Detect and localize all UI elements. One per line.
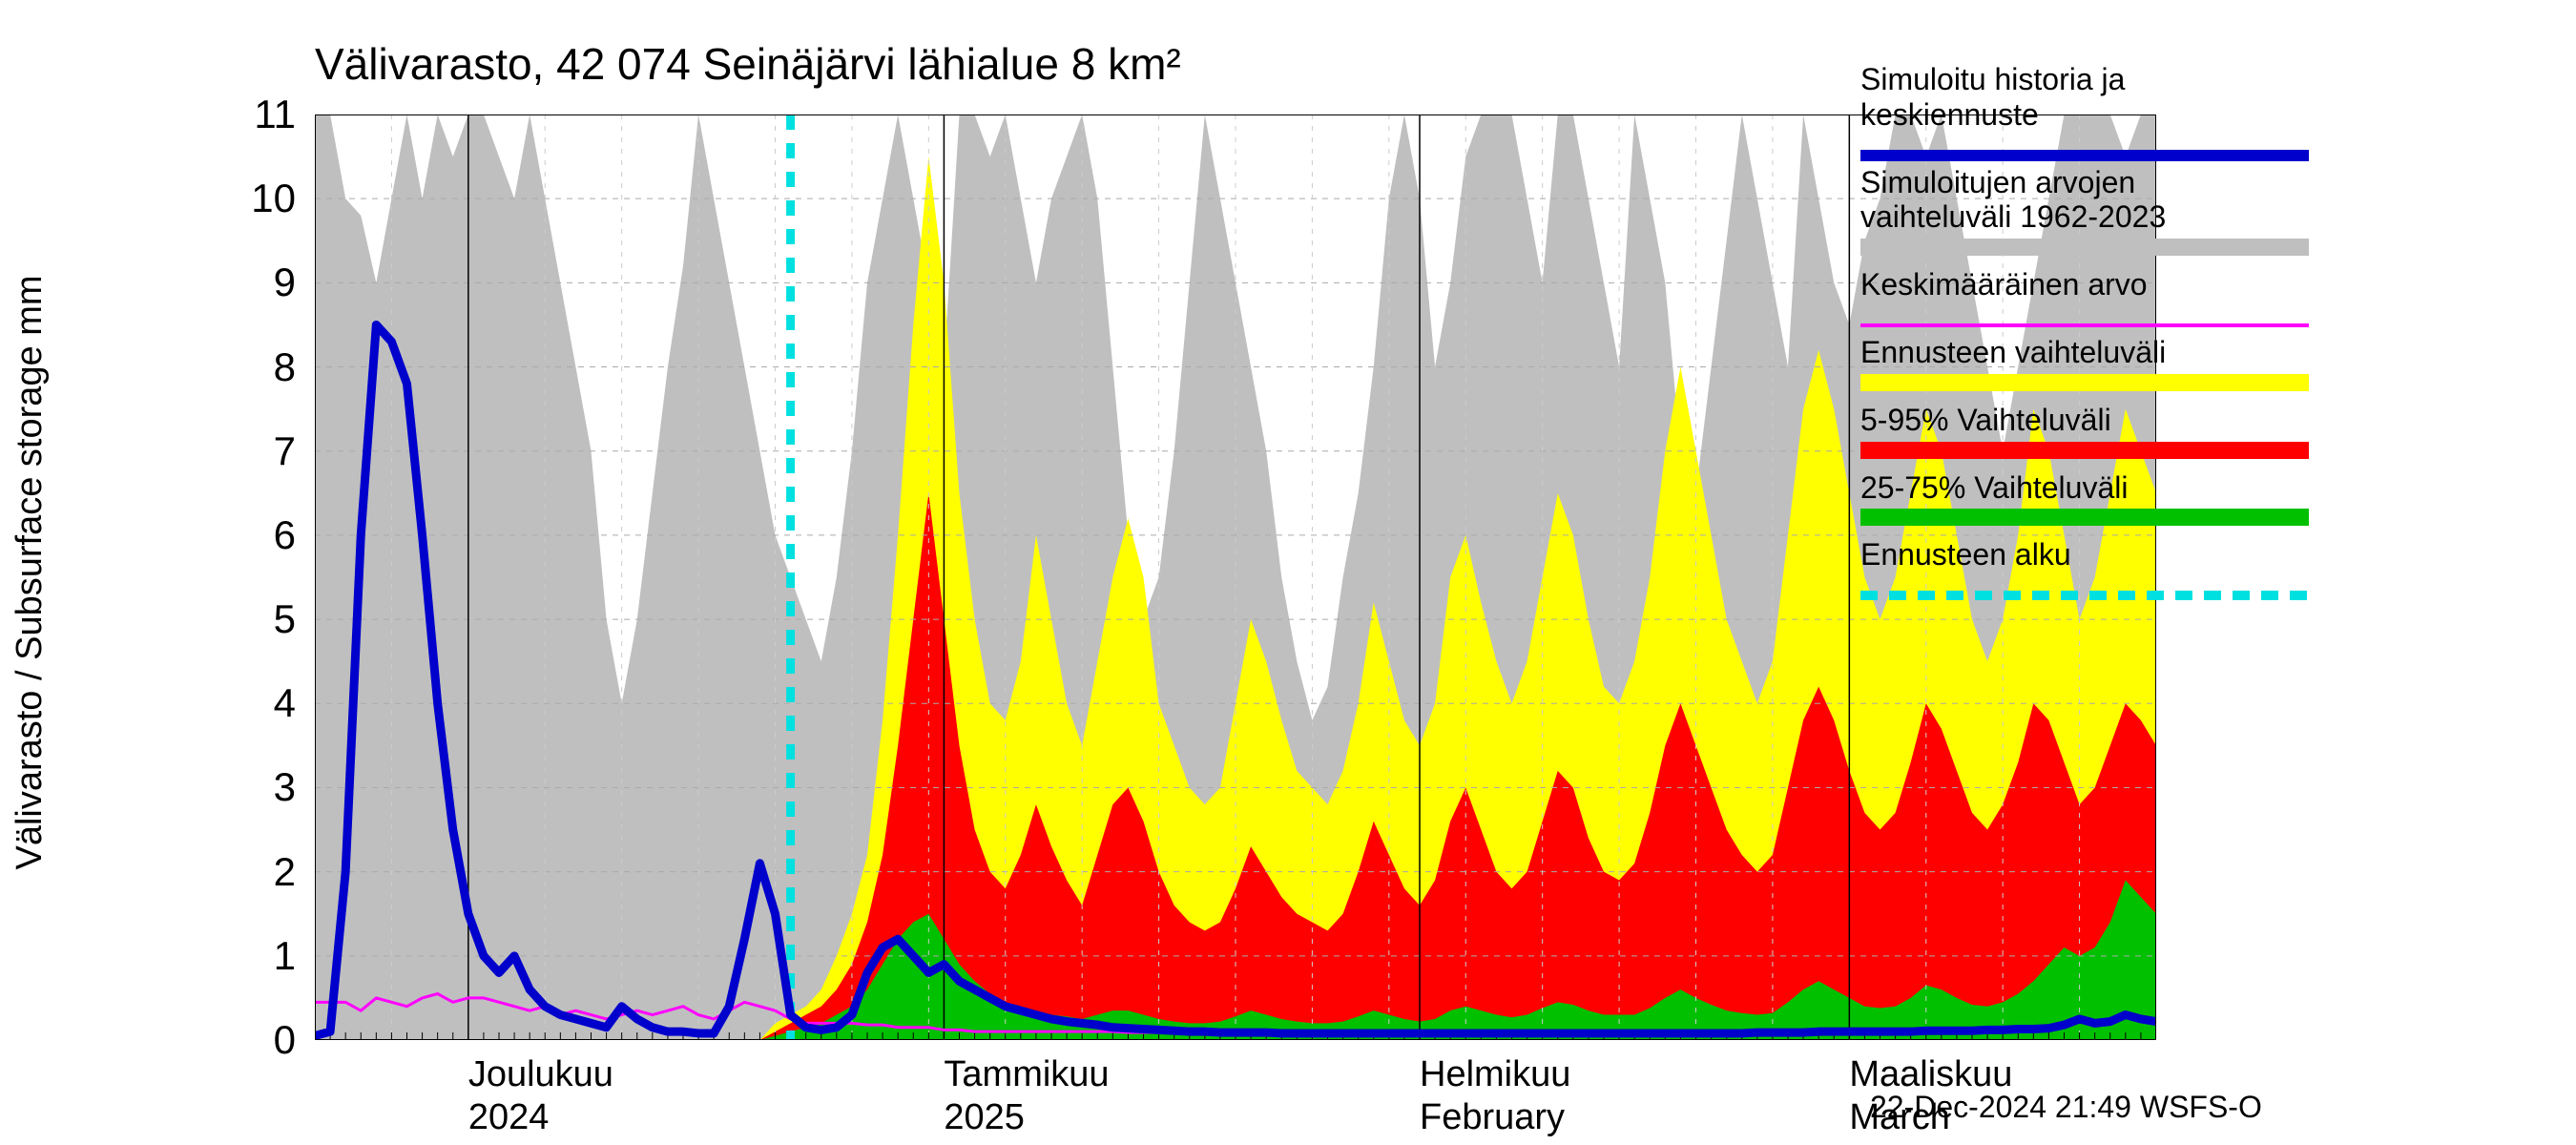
legend-entry: Simuloitu historia jakeskiennuste [1860, 62, 2309, 154]
legend-entry: Ennusteen vaihteluväli [1860, 335, 2309, 391]
y-tick-label: 6 [239, 512, 296, 558]
y-tick-label: 1 [239, 933, 296, 979]
y-tick-label: 4 [239, 680, 296, 726]
legend: Simuloitu historia jakeskiennuste Simuloi… [1860, 62, 2309, 605]
x-tick-sublabel: 2025 [944, 1097, 1025, 1138]
chart-container: Välivarasto / Subsurface storage mm Väli… [0, 0, 2576, 1145]
y-tick-label: 0 [239, 1017, 296, 1063]
legend-entry: 25-75% Vaihteluväli [1860, 470, 2309, 527]
legend-swatch [1860, 576, 2309, 593]
y-tick-label: 3 [239, 764, 296, 810]
x-tick-sublabel: 2024 [468, 1097, 550, 1138]
y-tick-label: 5 [239, 596, 296, 642]
y-tick-label: 11 [239, 92, 296, 137]
footer-timestamp: 22-Dec-2024 21:49 WSFS-O [1870, 1090, 2262, 1125]
y-tick-label: 10 [239, 176, 296, 221]
legend-swatch [1860, 239, 2309, 256]
legend-entry: Keskimääräinen arvo [1860, 267, 2309, 323]
legend-label: Ennusteen alku [1860, 537, 2309, 572]
x-tick-sublabel: February [1420, 1097, 1565, 1138]
legend-label: Simuloitujen arvojenvaihteluväli 1962-20… [1860, 165, 2309, 236]
legend-swatch [1860, 509, 2309, 526]
legend-swatch [1860, 306, 2309, 323]
legend-label: 5-95% Vaihteluväli [1860, 403, 2309, 438]
y-tick-label: 7 [239, 428, 296, 474]
y-tick-label: 8 [239, 344, 296, 390]
y-axis-label: Välivarasto / Subsurface storage mm [10, 275, 51, 869]
y-tick-label: 9 [239, 260, 296, 305]
legend-swatch [1860, 136, 2309, 154]
legend-label: 25-75% Vaihteluväli [1860, 470, 2309, 506]
legend-swatch [1860, 374, 2309, 391]
x-tick-label: Helmikuu [1420, 1054, 1570, 1095]
y-tick-label: 2 [239, 849, 296, 895]
legend-entry: 5-95% Vaihteluväli [1860, 403, 2309, 459]
x-tick-label: Tammikuu [944, 1054, 1109, 1095]
legend-swatch [1860, 442, 2309, 459]
legend-label: Keskimääräinen arvo [1860, 267, 2309, 302]
legend-label: Simuloitu historia jakeskiennuste [1860, 62, 2309, 133]
legend-entry: Simuloitujen arvojenvaihteluväli 1962-20… [1860, 165, 2309, 257]
chart-title: Välivarasto, 42 074 Seinäjärvi lähialue … [315, 38, 1181, 90]
x-tick-label: Joulukuu [468, 1054, 613, 1095]
legend-label: Ennusteen vaihteluväli [1860, 335, 2309, 370]
legend-entry: Ennusteen alku [1860, 537, 2309, 593]
